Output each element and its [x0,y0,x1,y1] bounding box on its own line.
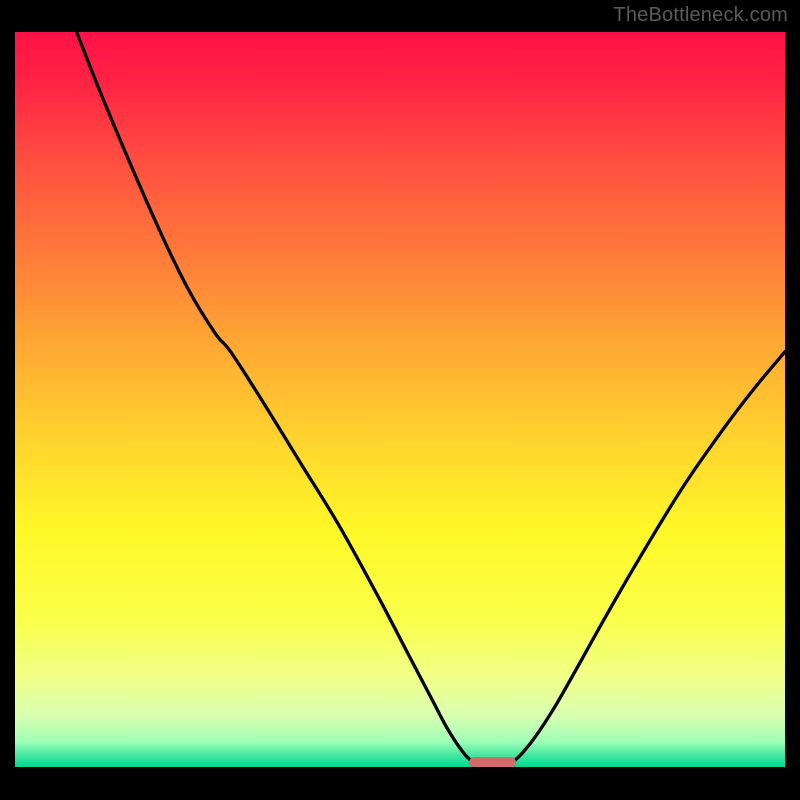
curve-left-branch [77,32,472,761]
plot-area [15,32,785,767]
bottleneck-curve [15,32,785,767]
curve-right-branch [514,352,785,761]
optimal-range-marker [469,757,517,767]
watermark-text: TheBottleneck.com [613,4,788,27]
chart-frame: TheBottleneck.com [0,0,800,800]
